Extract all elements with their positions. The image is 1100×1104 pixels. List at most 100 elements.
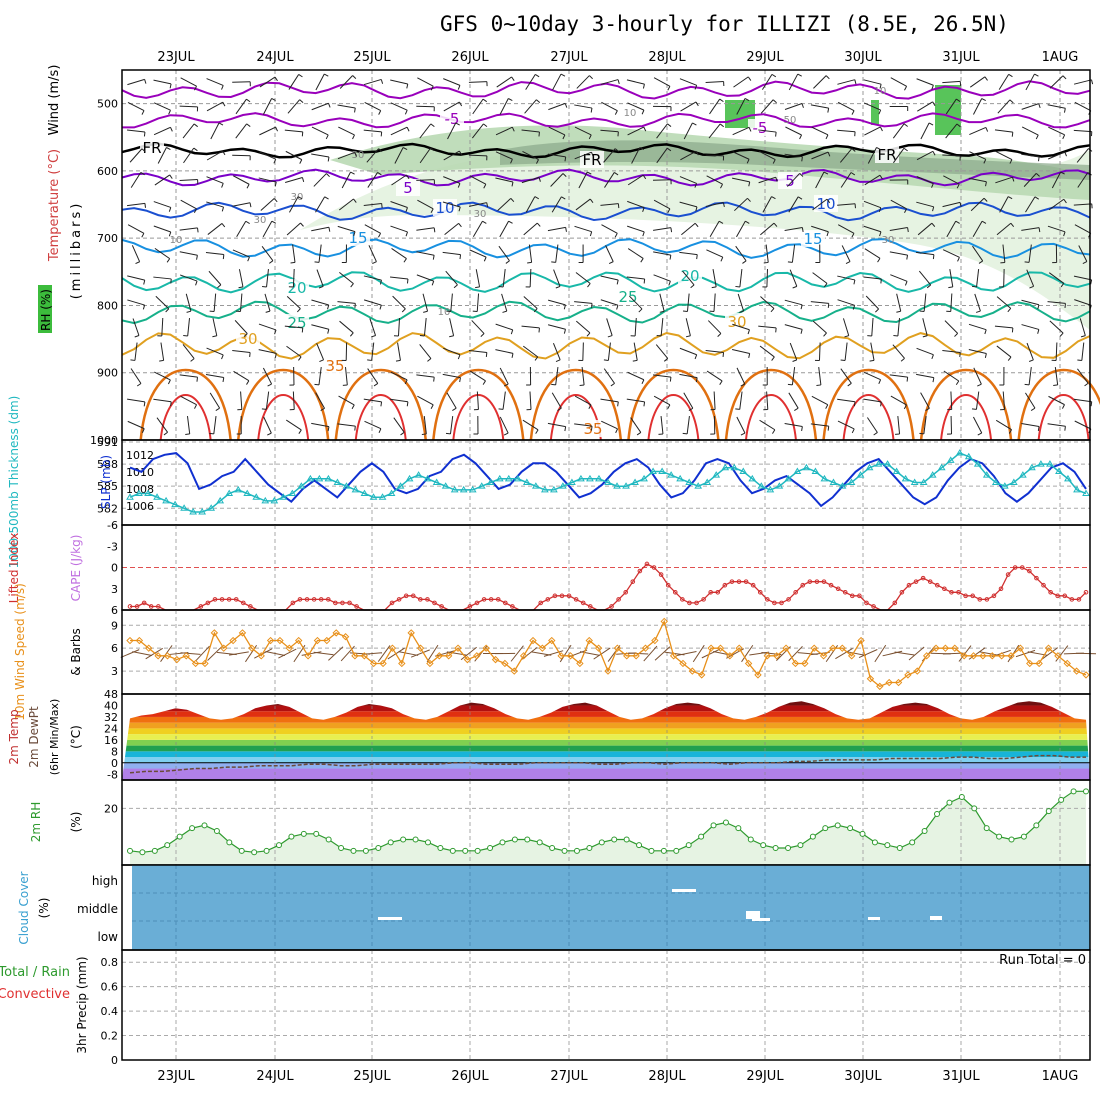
rh-shade-green-2 xyxy=(935,85,961,135)
wind-barb-flag xyxy=(407,402,408,406)
rh2m-point xyxy=(177,834,182,839)
rh2m-point xyxy=(922,829,927,834)
wind-barb-flag xyxy=(908,228,909,232)
rh2m-point xyxy=(339,846,344,851)
wind-barb-flag xyxy=(382,203,383,207)
rh2m-point xyxy=(935,812,940,817)
wind10-barb xyxy=(895,652,915,655)
wind10-ytick-label: 9 xyxy=(111,619,118,632)
rh2m-point xyxy=(488,846,493,851)
wind-barb xyxy=(469,155,487,156)
rh2m-point xyxy=(1071,789,1076,794)
temp-ytick-label: 48 xyxy=(104,688,118,701)
rh2m-point xyxy=(239,848,244,853)
precip-ytick-label: 0.4 xyxy=(101,1005,119,1018)
rh2m-point xyxy=(786,846,791,851)
wind-barb-flag xyxy=(907,377,908,381)
rh2m-point xyxy=(959,795,964,800)
rh2m-point xyxy=(1084,789,1089,794)
rh2m-point xyxy=(351,848,356,853)
wind-barb-flag xyxy=(604,360,608,361)
rh2m-point xyxy=(897,846,902,851)
wind-barb-flag xyxy=(972,409,976,410)
cloud-patch xyxy=(378,917,402,920)
rh2m-point xyxy=(661,848,666,853)
wind10-barb xyxy=(1076,653,1096,654)
thickness-ytick-label: 591 xyxy=(97,436,118,449)
bottom-date-label: 27JUL xyxy=(550,1069,588,1084)
rh2m-point xyxy=(748,837,753,842)
rh2m-point xyxy=(227,840,232,845)
upper-air-ytick-label: 800 xyxy=(97,299,118,312)
rh2m-point xyxy=(128,848,133,853)
cloud-patch xyxy=(868,917,880,920)
rh2m-point xyxy=(686,843,691,848)
wind-barb-flag xyxy=(881,402,882,406)
wind-barb-flag xyxy=(144,132,145,136)
ylabel-dewpt: 2m DewPt xyxy=(27,706,41,768)
wind-barb-flag xyxy=(1091,402,1092,406)
wind10-barb xyxy=(328,647,343,661)
wind10-barb xyxy=(229,652,249,655)
wind-barb xyxy=(416,106,434,107)
temp-color-band xyxy=(122,705,1090,711)
contour-label: 25 xyxy=(618,288,637,306)
rh2m-point xyxy=(152,848,157,853)
chart-title: GFS 0~10day 3-hourly for ILLIZI (8.5E, 2… xyxy=(440,12,1009,36)
wind-barb-flag xyxy=(551,262,555,263)
contour-label: FR xyxy=(877,146,896,164)
rh2m-point xyxy=(525,837,530,842)
li-ytick-label: 6 xyxy=(111,604,118,617)
wind10-barb xyxy=(181,653,201,655)
li-ytick-label: 0 xyxy=(111,562,118,575)
temp-ytick-label: -8 xyxy=(107,768,118,781)
rh2m-point xyxy=(872,840,877,845)
rh2m-point xyxy=(562,848,567,853)
temp-color-band xyxy=(122,751,1090,757)
upper-air-ytick-label: 700 xyxy=(97,232,118,245)
bottom-date-label: 29JUL xyxy=(746,1069,784,1084)
temp-ytick-label: 24 xyxy=(104,722,118,735)
top-date-label: 25JUL xyxy=(353,50,391,65)
rh2m-point xyxy=(624,837,629,842)
rh2m-point xyxy=(723,820,728,825)
wind10-barb xyxy=(314,652,334,655)
wind-barb-flag xyxy=(315,262,319,263)
wind-barb-flag xyxy=(671,228,672,232)
rh2m-point xyxy=(1034,823,1039,828)
top-date-label: 26JUL xyxy=(451,50,489,65)
rh2m-point xyxy=(810,834,815,839)
wind10-barb xyxy=(655,647,670,660)
wind-barb-flag xyxy=(314,384,318,385)
top-date-label: 29JUL xyxy=(746,50,784,65)
upper-air-ytick-label: 600 xyxy=(97,165,118,178)
rh2m-point xyxy=(848,826,853,831)
cloud-ytick-label: middle xyxy=(77,902,118,916)
rh2m-point xyxy=(835,823,840,828)
temp-color-band xyxy=(122,711,1090,717)
wind-barb xyxy=(767,269,768,287)
wind-barb xyxy=(530,269,531,287)
wind-barb-flag xyxy=(670,377,671,381)
wind-barb-flag xyxy=(144,402,145,406)
ylabel-cloud: Cloud Cover xyxy=(17,871,31,944)
rh2m-point xyxy=(190,826,195,831)
wind10-point xyxy=(1083,672,1089,678)
rh2m-point xyxy=(1009,837,1014,842)
rh2m-point xyxy=(388,840,393,845)
rh2m-point xyxy=(165,843,170,848)
wind-barb-flag xyxy=(735,409,739,410)
contour-label: 25 xyxy=(287,314,306,332)
upper-air-ytick-label: 900 xyxy=(97,367,118,380)
wind-barb-flag xyxy=(145,203,146,207)
wind-barb xyxy=(416,180,434,181)
wind-barb-flag xyxy=(776,132,777,136)
ylabel-temp-unit: (°C) xyxy=(69,725,83,749)
wind10-ytick-label: 6 xyxy=(111,642,118,655)
temp-ytick-label: 0 xyxy=(111,757,118,770)
bottom-date-label: 25JUL xyxy=(353,1069,391,1084)
temp-color-band xyxy=(122,740,1090,746)
wind-barb-flag xyxy=(591,426,592,430)
wind-barb-flag xyxy=(1025,384,1029,385)
